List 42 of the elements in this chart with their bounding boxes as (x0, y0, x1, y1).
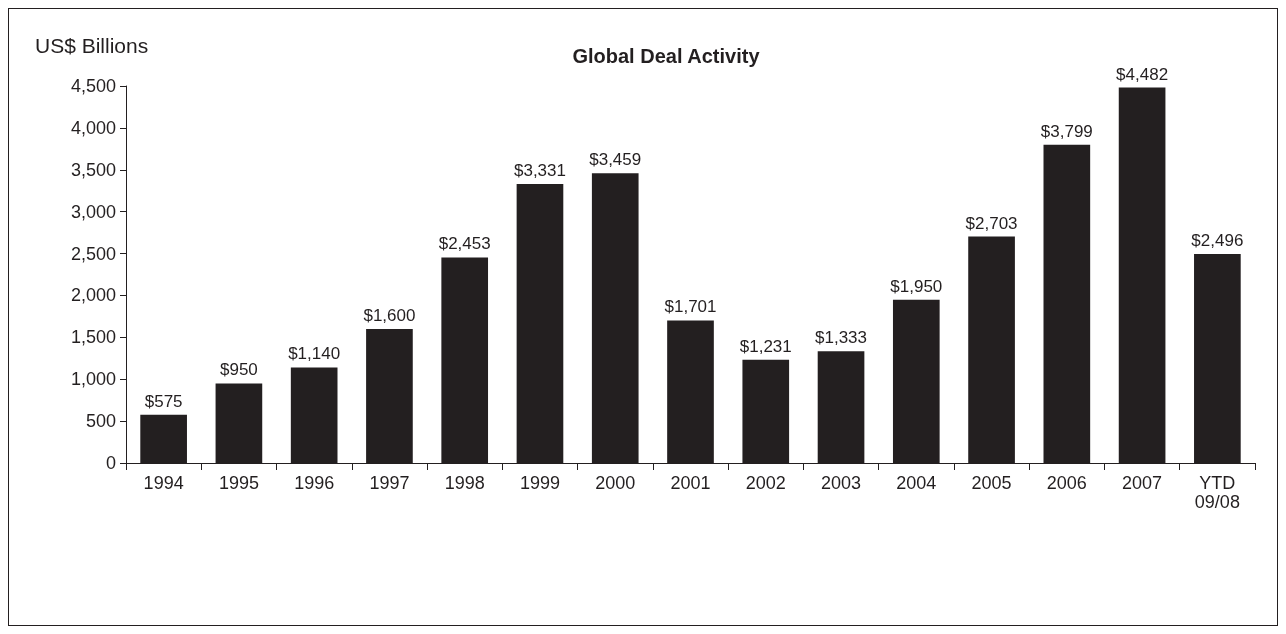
data-label: $2,453 (438, 234, 491, 254)
data-label: $1,333 (815, 328, 868, 348)
y-tick-label: 500 (85, 411, 116, 432)
y-tick-label: 0 (105, 453, 116, 473)
data-label: $2,703 (965, 213, 1018, 233)
x-tick-label: 1994 (143, 472, 184, 493)
data-label: $3,799 (1040, 121, 1093, 141)
data-label: $950 (219, 360, 258, 380)
x-tick-label: 1998 (444, 472, 485, 493)
data-label: $1,950 (890, 276, 943, 296)
y-axis-title: US$ Billions (35, 34, 149, 57)
x-tick-label: 2005 (971, 472, 1012, 493)
y-tick-label: 2,500 (70, 243, 116, 264)
y-tick-label: 1,000 (70, 369, 116, 390)
x-tick-label: 2002 (745, 472, 786, 493)
x-tick-label: 2003 (821, 472, 862, 493)
chart-title: Global Deal Activity (572, 45, 761, 67)
data-label: $1,231 (739, 336, 792, 356)
data-label: $1,600 (363, 305, 416, 325)
data-label: $1,140 (288, 344, 341, 364)
y-tick-label: 3,500 (70, 159, 116, 180)
y-tick-label: 4,500 (70, 76, 116, 96)
x-tick-label: 1997 (369, 472, 410, 493)
x-tick-label: 2007 (1122, 472, 1163, 493)
x-tick-label: 2001 (670, 472, 711, 493)
x-tick-label: 1999 (519, 472, 560, 493)
data-label: $1,701 (664, 297, 717, 317)
y-tick-label: 4,000 (70, 117, 116, 138)
x-tick-label: 2000 (595, 472, 636, 493)
y-tick-label: 2,000 (70, 285, 116, 306)
x-tick-label: 1996 (294, 472, 335, 493)
x-tick-label: 2006 (1046, 472, 1087, 493)
y-tick-label: 3,000 (70, 201, 116, 222)
data-label: $3,331 (513, 160, 566, 180)
y-tick-label: 1,500 (70, 327, 116, 348)
data-label: $3,459 (589, 150, 642, 170)
data-label: $2,496 (1191, 230, 1244, 250)
data-label: $575 (144, 391, 183, 411)
x-tick-label: 2004 (896, 472, 937, 493)
x-tick-label: 1995 (218, 472, 259, 493)
data-label: $4,482 (1116, 64, 1169, 84)
x-tick-label: YTD 09/08 (1194, 472, 1240, 512)
